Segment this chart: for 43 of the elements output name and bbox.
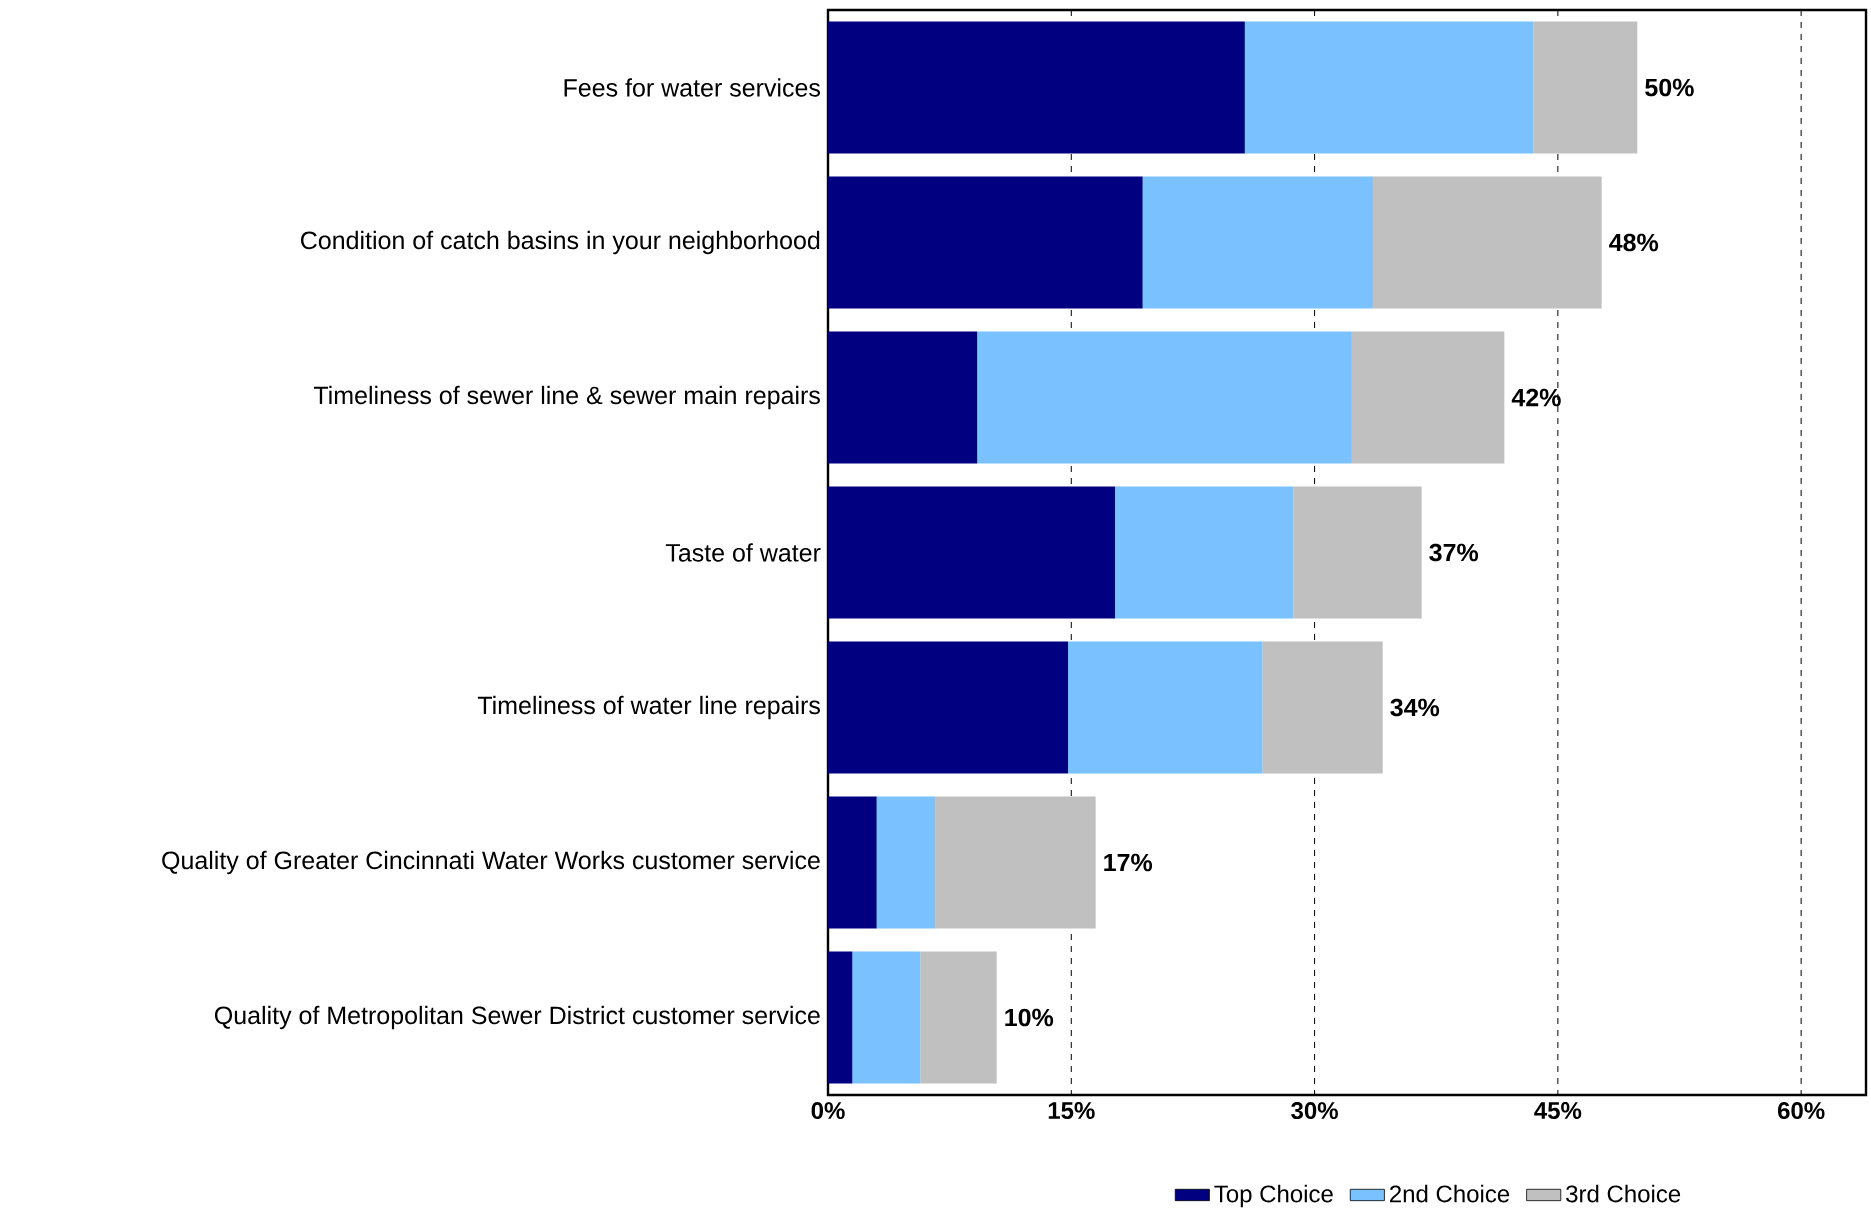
bar	[1351, 331, 1505, 464]
bar	[828, 951, 853, 1084]
bar	[1293, 486, 1422, 619]
y-tick-label: Timeliness of water line repairs	[477, 695, 820, 720]
bar	[1068, 641, 1263, 774]
x-tick-label: 60%	[1778, 1102, 1825, 1119]
y-tick-label: Timeliness of sewer line & sewer main repairs	[313, 385, 820, 410]
x-tick-label: 0%	[811, 1102, 845, 1119]
legend-label: Top Choice	[1214, 1184, 1333, 1208]
y-tick-label: Taste of water	[665, 543, 821, 562]
bar	[977, 331, 1352, 464]
x-tick-label: 45%	[1534, 1102, 1582, 1119]
legend-label: 2nd Choice	[1390, 1184, 1510, 1203]
bar	[828, 21, 1245, 154]
bar	[828, 641, 1069, 774]
total-label: 17%	[1104, 853, 1153, 872]
total-label: 42%	[1511, 388, 1561, 407]
y-tick-label: Quality of Metropolitan Sewer District customer service	[214, 1005, 820, 1030]
bar	[1115, 486, 1294, 619]
total-label: 34%	[1390, 698, 1440, 717]
bar	[1244, 21, 1534, 154]
bar	[828, 331, 978, 464]
total-label: 10%	[1005, 1008, 1054, 1027]
bar	[1262, 641, 1383, 774]
bar	[876, 796, 936, 929]
bar	[935, 796, 1096, 929]
y-tick-label: Fees for water services	[564, 78, 821, 97]
bar	[920, 951, 997, 1084]
bar	[1142, 176, 1373, 309]
total-label: 37%	[1429, 543, 1479, 562]
bar	[1533, 21, 1638, 154]
bar	[828, 176, 1143, 309]
y-tick-label: Condition of catch basins in your neighborhood	[301, 230, 820, 255]
x-tick-label: 30%	[1291, 1102, 1338, 1120]
total-label: 48%	[1609, 233, 1659, 252]
x-tick-label: 15%	[1048, 1102, 1095, 1119]
bar	[1372, 176, 1602, 309]
bar	[828, 486, 1116, 619]
bar	[852, 951, 921, 1084]
legend-label: 3rd Choice	[1566, 1184, 1681, 1203]
total-label: 50%	[1645, 78, 1694, 97]
bar	[828, 796, 877, 929]
y-tick-label: Quality of Greater Cincinnati Water Works customer service	[162, 850, 820, 875]
